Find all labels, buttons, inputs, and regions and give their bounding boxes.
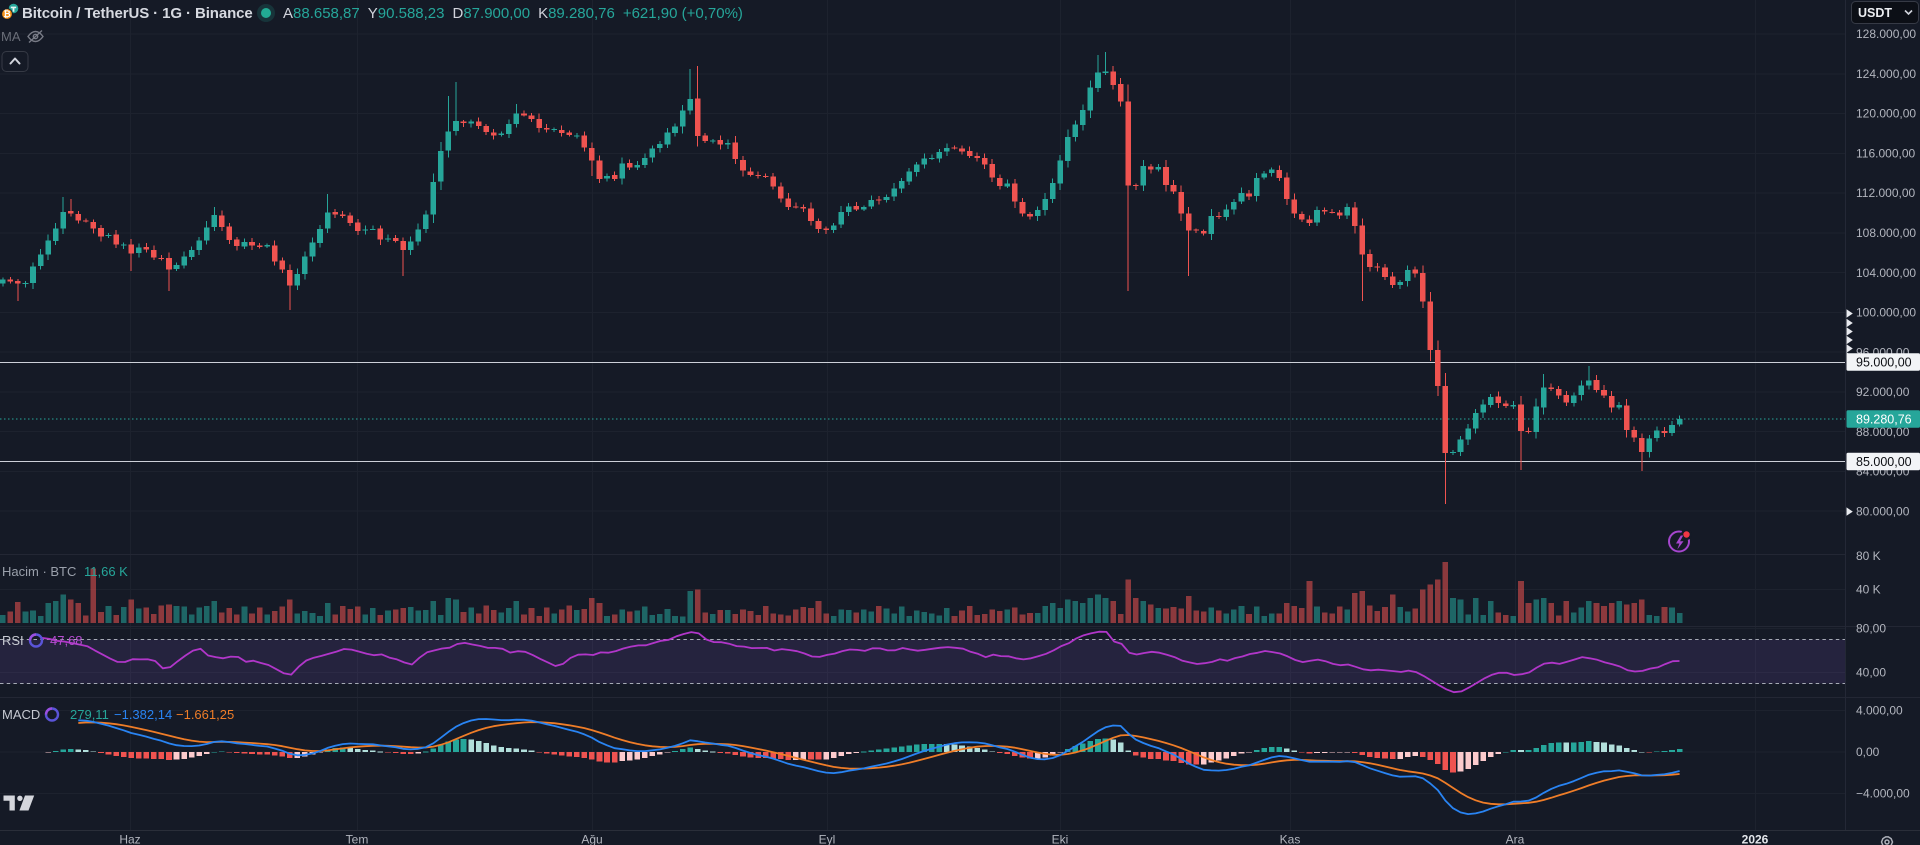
svg-text:Eki: Eki [1052,833,1069,845]
svg-text:Kas: Kas [1280,833,1301,845]
svg-text:Ağu: Ağu [581,833,602,845]
svg-text:−1.382,14: −1.382,14 [114,707,172,722]
svg-text:Eyl: Eyl [819,833,836,845]
svg-text:MACD: MACD [2,707,40,722]
svg-text:0,00: 0,00 [1856,745,1880,759]
svg-text:RSI: RSI [2,633,24,648]
svg-text:₿: ₿ [3,9,10,19]
svg-text:80 K: 80 K [1856,549,1881,563]
svg-text:80.000,00: 80.000,00 [1856,504,1910,518]
svg-text:120.000,00: 120.000,00 [1856,107,1916,121]
svg-text:MA: MA [1,29,21,44]
svg-text:279,11: 279,11 [70,707,109,722]
svg-text:80,00: 80,00 [1856,622,1886,636]
svg-text:Bitcoin / TetherUS · 1G · Bina: Bitcoin / TetherUS · 1G · Binance [22,5,253,22]
svg-text:Haz: Haz [119,833,140,845]
svg-text:100.000,00: 100.000,00 [1856,306,1916,320]
svg-text:4.000,00: 4.000,00 [1856,704,1903,718]
svg-text:89.280,76: 89.280,76 [1856,412,1912,426]
svg-text:95.000,00: 95.000,00 [1856,355,1912,369]
svg-text:−1.661,25: −1.661,25 [176,707,234,722]
svg-text:112.000,00: 112.000,00 [1856,186,1915,200]
svg-text:−4.000,00: −4.000,00 [1856,787,1910,801]
svg-text:85.000,00: 85.000,00 [1856,455,1912,469]
svg-text:116.000,00: 116.000,00 [1856,147,1915,161]
svg-text:2026: 2026 [1742,833,1769,845]
svg-text:USDT: USDT [1858,6,1892,20]
svg-text:40 K: 40 K [1856,583,1881,597]
svg-text:47,68: 47,68 [50,633,83,648]
svg-text:128.000,00: 128.000,00 [1856,27,1916,41]
svg-text:104.000,00: 104.000,00 [1856,266,1916,280]
svg-text:Ara: Ara [1506,833,1525,845]
svg-text:88.000,00: 88.000,00 [1856,425,1910,439]
svg-text:92.000,00: 92.000,00 [1856,385,1910,399]
svg-text:108.000,00: 108.000,00 [1856,226,1916,240]
svg-text:Tem: Tem [346,833,369,845]
svg-text:Hacim · BTC 11,66 K: Hacim · BTC 11,66 K [2,564,128,579]
svg-text:124.000,00: 124.000,00 [1856,67,1916,81]
svg-text:40,00: 40,00 [1856,666,1886,680]
